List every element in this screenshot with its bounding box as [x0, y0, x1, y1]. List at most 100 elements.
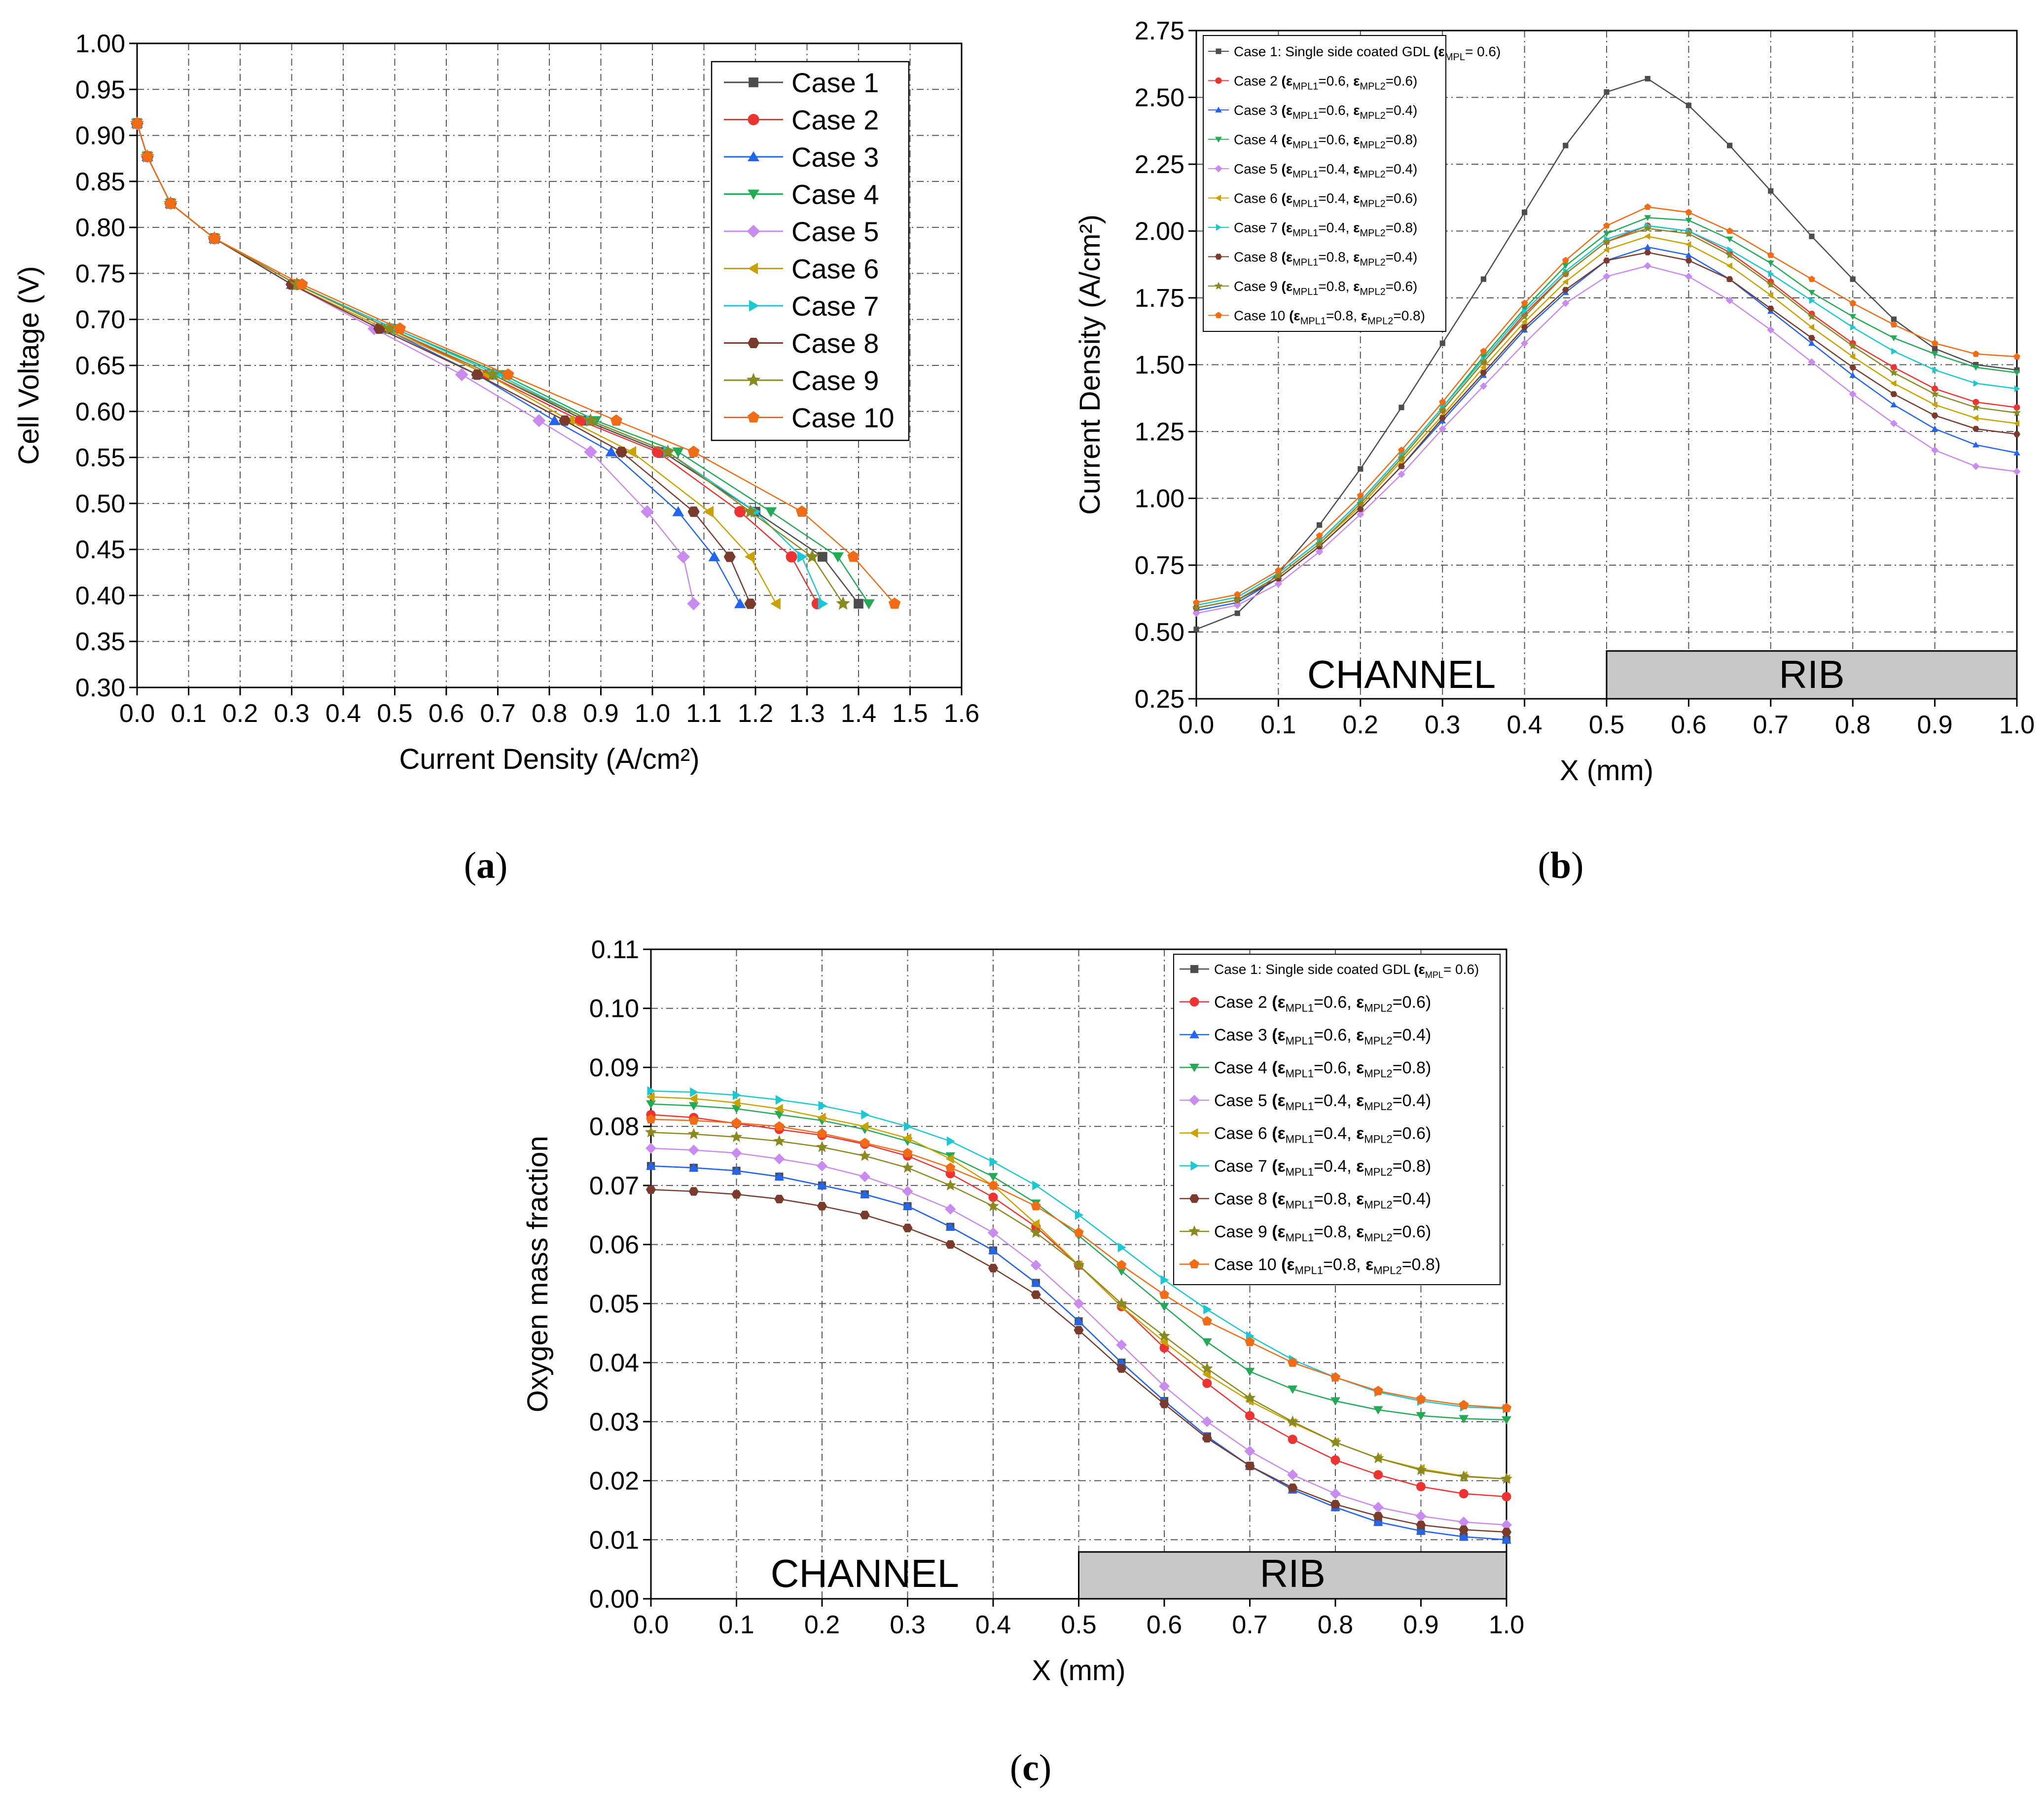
c-series-10-point [902, 1148, 913, 1157]
c-series-8-point [774, 1194, 785, 1204]
b-series-10-point [1480, 348, 1487, 355]
legend-marker [1189, 997, 1199, 1007]
a-series-10-point [795, 505, 808, 517]
c-series-10-point [1459, 1400, 1469, 1409]
b-series-1-point [1358, 466, 1363, 472]
y-tick-label: 0.11 [591, 935, 639, 964]
c-series-6-point [1031, 1219, 1040, 1229]
x-tick-label: 0.8 [1835, 711, 1870, 739]
y-tick-label: 0.05 [589, 1290, 639, 1318]
c-series-10-point [988, 1180, 998, 1190]
c-series-9-point [987, 1200, 999, 1211]
c-series-5-point [1073, 1298, 1084, 1309]
c-series-3-point [988, 1246, 998, 1255]
b-series-1-point [1522, 209, 1528, 216]
legend-marker [749, 77, 758, 87]
rib-label: RIB [1779, 652, 1844, 696]
a-series-10-point [394, 322, 406, 334]
a-series-2-point [786, 551, 797, 563]
legend-marker [1216, 224, 1222, 231]
b-series-1-point [1317, 522, 1323, 528]
c-series-10-point [1159, 1289, 1169, 1299]
y-tick-label: 0.75 [75, 259, 125, 288]
a-series-8-point [687, 506, 700, 517]
b-series-5-point [1808, 358, 1816, 366]
b-series-9-point [1233, 595, 1242, 604]
c-series-2-point [1459, 1489, 1469, 1499]
chart-b: 0.0 0.1 0.2 0.3 0.4 0.5 0.6 0.7 0.8 0.9 1.0 0.25 0.5… [1074, 17, 2035, 787]
x-tick-label: 0.4 [975, 1611, 1011, 1639]
legend-label: Case 8 [791, 328, 879, 359]
c-series-5-point [859, 1171, 870, 1183]
c-series-7-point [1160, 1275, 1169, 1285]
legend-label: Case 3 [791, 142, 879, 173]
y-tick-label: 0.40 [75, 581, 125, 610]
c-series-5-point [1287, 1469, 1298, 1480]
x-tick-label: 0.9 [1403, 1611, 1438, 1639]
a-series-5-point [584, 445, 598, 459]
b-series-4-point [1603, 231, 1610, 237]
y-tick-label: 0.10 [589, 995, 639, 1023]
c-series-8-point [902, 1223, 913, 1232]
c-series-4-point [1202, 1338, 1212, 1347]
c-series-6-point [732, 1098, 740, 1108]
y-axis-title: Oxygen mass fraction [522, 1136, 554, 1412]
legend-marker [1189, 1030, 1199, 1039]
y-tick-label: 0.65 [75, 352, 125, 380]
legend-marker [1189, 1064, 1199, 1072]
b-series-8-point [1972, 426, 1979, 432]
b-series-4-point [1808, 290, 1815, 296]
a-series-4-point [832, 552, 844, 563]
c-series-9-point [1201, 1362, 1213, 1374]
x-tick-label: 0.1 [171, 699, 206, 728]
x-tick-label: 1.0 [1489, 1611, 1524, 1639]
c-series-4-point [1245, 1367, 1255, 1376]
a-series-9-point [661, 444, 675, 458]
y-axis-title: Cell Voltage (V) [13, 266, 45, 465]
b-series-6-point [1685, 241, 1691, 248]
x-tick-label: 1.6 [944, 699, 979, 728]
x-tick-label: 0.5 [377, 699, 412, 728]
legend-a [711, 61, 910, 441]
b-series-6-point [1562, 278, 1568, 286]
legend-marker [1215, 165, 1222, 173]
b-series-7-point [1809, 297, 1815, 304]
a-series-8-point [373, 323, 386, 334]
legend-marker [1190, 965, 1199, 973]
x-tick-label: 1.5 [892, 699, 928, 728]
c-series-7-point [690, 1087, 699, 1097]
c-series-9-point [1115, 1297, 1128, 1309]
y-tick-label: 0.03 [589, 1408, 639, 1437]
a-series-10-point [889, 597, 901, 609]
b-series-3-point [1808, 340, 1815, 346]
a-series-9-point [805, 549, 820, 563]
b-series-6-point [1808, 324, 1815, 331]
a-series-6-point [770, 598, 781, 610]
c-series-9-point [687, 1128, 700, 1139]
c-series-10-point [1245, 1336, 1255, 1346]
b-series-4-point [1767, 260, 1774, 267]
c-series-8-point [945, 1240, 956, 1249]
b-series-7-point [1973, 380, 1979, 387]
x-tick-label: 0.2 [804, 1611, 840, 1639]
c-series-9-point [1458, 1470, 1470, 1482]
x-tick-label: 1.3 [789, 699, 825, 728]
a-series-5-point [641, 505, 654, 519]
a-series-10-point [164, 197, 177, 209]
x-tick-label: 0.4 [1506, 711, 1542, 739]
x-tick-label: 0.3 [1425, 711, 1460, 739]
y-tick-label: 1.50 [1135, 351, 1184, 380]
c-series-3-point [1373, 1517, 1383, 1526]
b-series-5-point [1725, 296, 1734, 305]
x-tick-label: 0.7 [1753, 711, 1789, 739]
c-series-10-point [1116, 1259, 1127, 1270]
b-series-3-point [1849, 372, 1857, 378]
b-series-4-point [1644, 215, 1651, 221]
b-series-5-point [1685, 272, 1693, 281]
b-series-10-point [1726, 227, 1733, 234]
rib-region [1606, 650, 2018, 700]
a-series-8-point [744, 598, 756, 609]
a-series-1-point [818, 552, 827, 562]
b-series-9-point [1807, 312, 1816, 321]
